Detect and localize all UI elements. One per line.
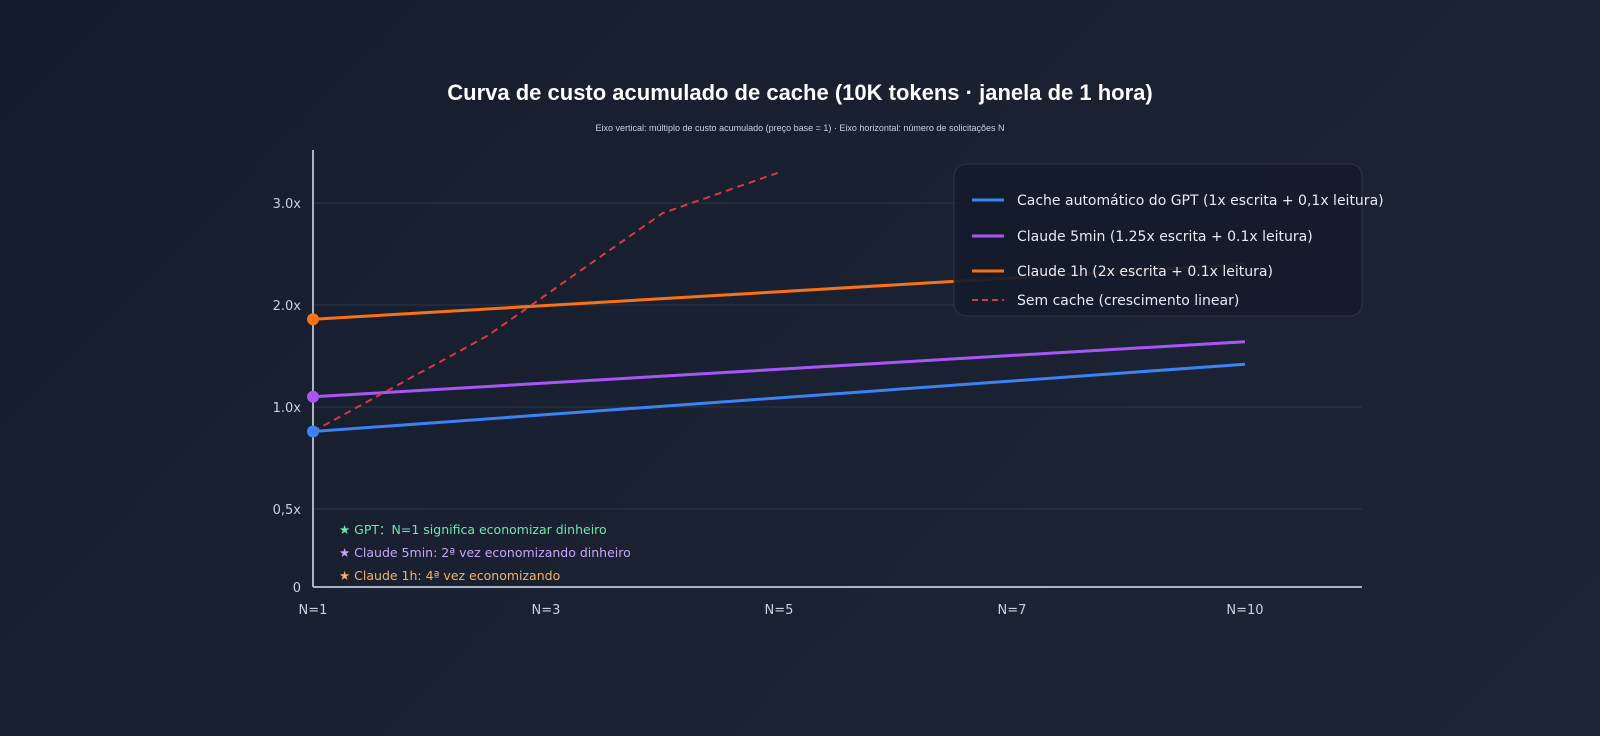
y-tick-label: 2.0x xyxy=(273,299,302,314)
series-marker-2 xyxy=(307,313,319,326)
y-axis-ticks: 0 0,5x 1.0x 2.0x 3.0x xyxy=(273,197,302,596)
x-tick-label: N=10 xyxy=(1226,603,1263,618)
series-line-1 xyxy=(313,340,1246,399)
x-tick-label: N=5 xyxy=(765,603,794,618)
series-line-3 xyxy=(313,171,780,433)
y-tick-label: 0 xyxy=(293,581,301,596)
series-line-0 xyxy=(313,362,1246,433)
annotation-0: ★ GPT：N=1 significa economizar dinheiro xyxy=(339,522,607,537)
legend-label-3: Sem cache (crescimento linear) xyxy=(1017,293,1239,309)
legend-label-0: Cache automático do GPT (1x escrita + 0,… xyxy=(1017,193,1384,209)
x-tick-label: N=7 xyxy=(998,603,1027,618)
legend-label-1: Claude 5min (1.25x escrita + 0.1x leitur… xyxy=(1017,229,1313,245)
y-tick-label: 0,5x xyxy=(273,503,302,518)
legend-box xyxy=(953,163,1363,317)
legend-label-2: Claude 1h (2x escrita + 0.1x leitura) xyxy=(1017,264,1273,280)
annotations: ★ GPT：N=1 significa economizar dinheiro ★… xyxy=(339,522,631,583)
x-tick-label: N=3 xyxy=(532,603,561,618)
y-tick-label: 1.0x xyxy=(273,401,302,416)
x-axis-ticks: N=1 N=3 N=5 N=7 N=10 xyxy=(299,603,1264,618)
series-marker-0 xyxy=(307,425,319,438)
chart-subtitle: Eixo vertical: múltiplo de custo acumula… xyxy=(596,123,1005,133)
axes xyxy=(312,150,1362,588)
x-tick-label: N=1 xyxy=(299,603,328,618)
chart-title: Curva de custo acumulado de cache (10K t… xyxy=(447,80,1152,105)
annotation-1: ★ Claude 5min: 2ª vez economizando dinhe… xyxy=(339,545,631,560)
legend: Cache automático do GPT (1x escrita + 0,… xyxy=(953,163,1384,317)
series-marker-1 xyxy=(307,390,319,403)
annotation-2: ★ Claude 1h: 4ª vez economizando xyxy=(339,568,560,583)
y-tick-label: 3.0x xyxy=(273,197,302,212)
